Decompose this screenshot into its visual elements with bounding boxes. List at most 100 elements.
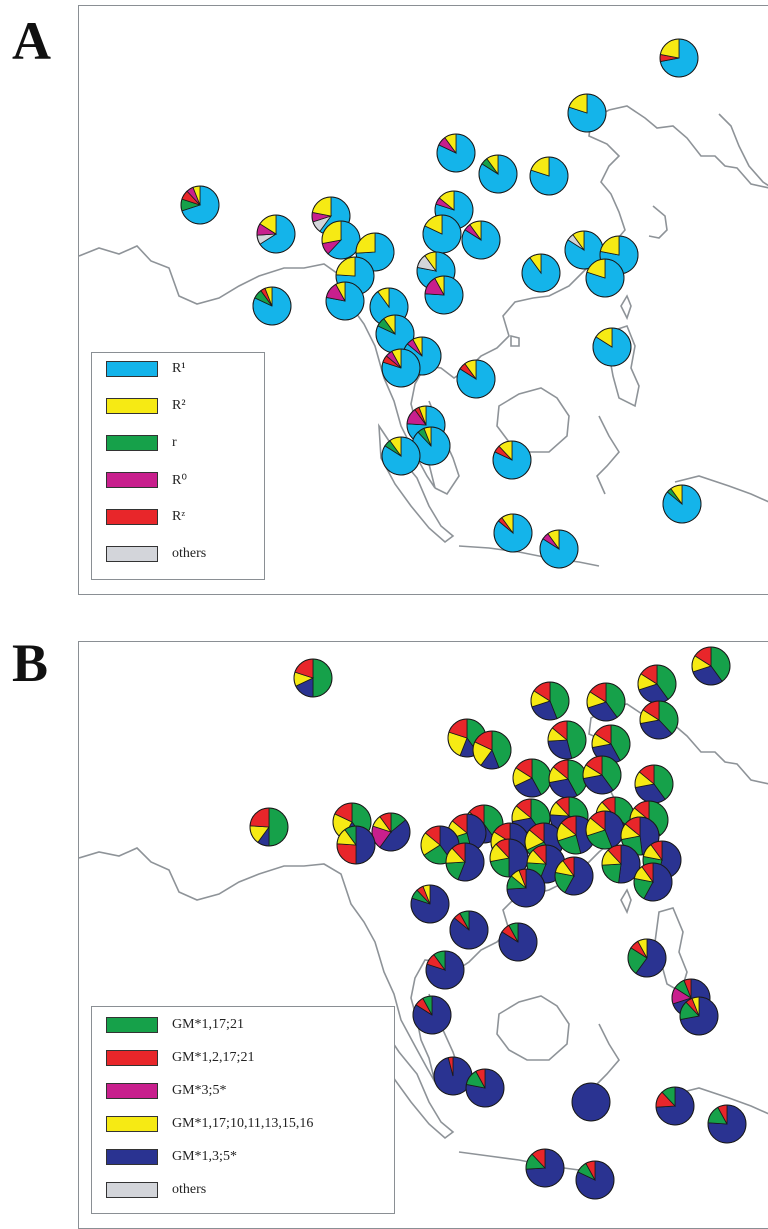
pie-outline [293, 658, 333, 698]
pie-outline [256, 214, 296, 254]
pie-slice [268, 807, 289, 847]
legend-b: GM*1,17;21 GM*1,2,17;21 GM*3;5* GM*1,17;10,… [91, 1006, 395, 1214]
legend-row: GM*1,17;10,11,13,15,16 [106, 1114, 313, 1134]
pie-outline [424, 275, 464, 315]
pie-outline [571, 1082, 611, 1122]
pie-marker [493, 513, 533, 553]
pie-outline [567, 93, 607, 133]
pie-outline [412, 995, 452, 1035]
legend-swatch [106, 1050, 158, 1066]
pie-outline [554, 856, 594, 896]
pie-outline [252, 286, 292, 326]
pie-outline [655, 1086, 695, 1126]
legend-swatch [106, 546, 158, 562]
pie-outline [410, 884, 450, 924]
legend-swatch [106, 1116, 158, 1132]
coast-b-taiwan [620, 888, 632, 915]
pie-marker [249, 807, 289, 847]
pie-outline [707, 1104, 747, 1144]
legend-row: R¹ [106, 359, 186, 379]
pie-marker [498, 922, 538, 962]
pie-marker [639, 700, 679, 740]
pie-marker [707, 1104, 747, 1144]
legend-row: others [106, 544, 206, 564]
pie-outline [521, 253, 561, 293]
pie-marker [659, 38, 699, 78]
legend-swatch [106, 1017, 158, 1033]
pie-marker [321, 220, 361, 260]
legend-row: GM*1,3;5* [106, 1147, 237, 1167]
pie-outline [662, 484, 702, 524]
pie-outline [659, 38, 699, 78]
legend-swatch [106, 1083, 158, 1099]
coast-a-korea [648, 205, 668, 239]
pie-outline [539, 529, 579, 569]
pie-marker [336, 825, 376, 865]
pie-outline [691, 646, 731, 686]
pie-marker [371, 812, 411, 852]
pie-marker [422, 214, 462, 254]
pie-marker [575, 1160, 615, 1200]
pie-outline [582, 755, 622, 795]
legend-swatch [106, 435, 158, 451]
panel-a-letter: A [12, 11, 51, 71]
pie-outline [456, 359, 496, 399]
pie-outline [478, 154, 518, 194]
legend-label: R⁰ [172, 472, 187, 488]
pie-outline [461, 220, 501, 260]
legend-row: r [106, 433, 177, 453]
pie-marker [180, 185, 220, 225]
pie-marker [637, 664, 677, 704]
pie-marker [293, 658, 333, 698]
pie-outline [586, 682, 626, 722]
coast-a-hainan [510, 334, 520, 347]
legend-label: R¹ [172, 361, 186, 376]
pie-outline [371, 812, 411, 852]
pie-outline [465, 1068, 505, 1108]
pie-marker [325, 281, 365, 321]
coast-b-papua [674, 1087, 768, 1115]
pie-outline [449, 910, 489, 950]
legend-label: others [172, 1182, 207, 1197]
pie-marker [381, 348, 421, 388]
pie-marker [425, 950, 465, 990]
pie-marker [691, 646, 731, 686]
legend-a: R¹ R² r R⁰ Rᶻ others [91, 352, 265, 580]
pie-outline [575, 1160, 615, 1200]
pie-marker [492, 440, 532, 480]
pie-outline [601, 844, 641, 884]
map-panel-b: GM*1,17;21 GM*1,2,17;21 GM*3;5* GM*1,17;10,… [78, 641, 768, 1229]
pie-outline [529, 156, 569, 196]
legend-row: R² [106, 396, 186, 416]
legend-label: GM*1,3;5* [172, 1149, 237, 1164]
pie-marker [525, 1148, 565, 1188]
pie-marker [567, 93, 607, 133]
pie-outline [445, 842, 485, 882]
coast-a-taiwan [620, 294, 632, 321]
pie-outline [355, 232, 395, 272]
pie-marker [461, 220, 501, 260]
pie-marker [655, 1086, 695, 1126]
pie-marker [416, 251, 456, 291]
legend-row: Rᶻ [106, 507, 185, 527]
pie-slice [312, 658, 333, 698]
pie-outline [425, 950, 465, 990]
pie-outline [492, 440, 532, 480]
pie-marker [547, 720, 587, 760]
coast-a-java [458, 545, 600, 567]
map-panel-a: R¹ R² r R⁰ Rᶻ others [78, 5, 768, 595]
pie-marker [592, 327, 632, 367]
pie-marker [436, 133, 476, 173]
pie-marker [521, 253, 561, 293]
coast-a-borneo [496, 387, 570, 453]
pie-marker [529, 156, 569, 196]
legend-swatch [106, 1149, 158, 1165]
legend-swatch [106, 1182, 158, 1198]
pie-outline [547, 720, 587, 760]
pie-outline [525, 1148, 565, 1188]
pie-marker [554, 856, 594, 896]
pie-marker [582, 755, 622, 795]
pie-outline [530, 681, 570, 721]
pie-marker [412, 995, 452, 1035]
coast-a-sumatra [378, 423, 455, 544]
